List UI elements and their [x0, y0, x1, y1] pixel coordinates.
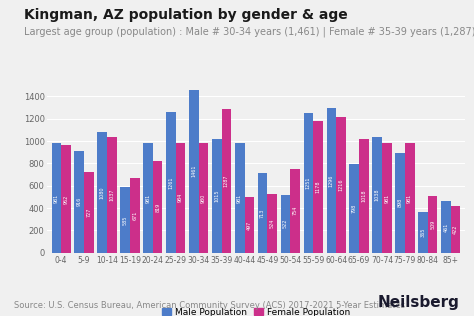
Bar	[382, 143, 392, 253]
Bar	[441, 201, 451, 253]
Bar	[349, 164, 359, 253]
Text: 1296: 1296	[329, 174, 334, 187]
Text: 1251: 1251	[306, 177, 311, 189]
Text: 798: 798	[352, 204, 357, 213]
Bar	[235, 143, 245, 253]
Text: 1287: 1287	[224, 175, 229, 187]
Text: 422: 422	[453, 225, 458, 234]
Text: Source: U.S. Census Bureau, American Community Survey (ACS) 2017-2021 5-Year Est: Source: U.S. Census Bureau, American Com…	[14, 301, 405, 310]
Text: 981: 981	[237, 193, 242, 203]
Bar	[120, 187, 130, 253]
Bar	[395, 153, 405, 253]
Bar	[74, 150, 84, 253]
Text: Kingman, AZ population by gender & age: Kingman, AZ population by gender & age	[24, 8, 347, 22]
Text: 1461: 1461	[191, 165, 196, 178]
Text: 509: 509	[430, 220, 435, 229]
Text: 980: 980	[201, 193, 206, 203]
Bar	[189, 90, 199, 253]
Text: 1018: 1018	[361, 190, 366, 202]
Text: 916: 916	[77, 197, 82, 206]
Bar	[245, 197, 254, 253]
Text: 981: 981	[54, 193, 59, 203]
Text: 1178: 1178	[316, 181, 320, 193]
Text: 522: 522	[283, 219, 288, 228]
Bar	[52, 143, 61, 253]
Bar	[267, 194, 277, 253]
Text: 497: 497	[247, 221, 252, 230]
Text: 671: 671	[132, 211, 137, 220]
Bar	[451, 206, 460, 253]
Bar	[143, 143, 153, 253]
Bar	[153, 161, 163, 253]
Bar	[107, 137, 117, 253]
Text: 984: 984	[178, 193, 183, 203]
Text: 1038: 1038	[375, 189, 380, 201]
Bar	[212, 139, 221, 253]
Bar	[359, 139, 369, 253]
Text: 962: 962	[64, 194, 68, 204]
Text: 461: 461	[444, 222, 448, 232]
Bar	[199, 143, 208, 253]
Text: 1080: 1080	[100, 186, 105, 199]
Bar	[166, 112, 176, 253]
Text: 585: 585	[123, 216, 128, 225]
Bar	[327, 108, 336, 253]
Text: 819: 819	[155, 203, 160, 212]
Bar	[176, 143, 185, 253]
Bar	[291, 169, 300, 253]
Bar	[97, 132, 107, 253]
Legend: Male Population, Female Population: Male Population, Female Population	[162, 307, 350, 316]
Bar	[336, 117, 346, 253]
Text: 524: 524	[270, 219, 275, 228]
Bar	[373, 137, 382, 253]
Bar	[281, 195, 291, 253]
Text: 365: 365	[420, 228, 426, 237]
Text: 713: 713	[260, 208, 265, 218]
Bar	[258, 173, 267, 253]
Text: 1037: 1037	[109, 189, 114, 201]
Text: 981: 981	[384, 193, 389, 203]
Bar	[405, 143, 415, 253]
Bar	[304, 113, 313, 253]
Bar	[130, 178, 139, 253]
Text: Neilsberg: Neilsberg	[378, 295, 460, 310]
Text: 981: 981	[407, 193, 412, 203]
Bar	[418, 212, 428, 253]
Text: 754: 754	[292, 206, 298, 216]
Text: 981: 981	[146, 193, 151, 203]
Bar	[428, 196, 438, 253]
Text: 727: 727	[86, 208, 91, 217]
Text: 1261: 1261	[168, 176, 173, 189]
Bar	[84, 172, 94, 253]
Bar	[61, 145, 71, 253]
Bar	[313, 121, 323, 253]
Text: Largest age group (population) : Male # 30-34 years (1,461) | Female # 35-39 yea: Largest age group (population) : Male # …	[24, 27, 474, 37]
Text: 1015: 1015	[214, 190, 219, 202]
Bar	[221, 109, 231, 253]
Text: 1216: 1216	[338, 179, 344, 191]
Text: 898: 898	[398, 198, 402, 207]
